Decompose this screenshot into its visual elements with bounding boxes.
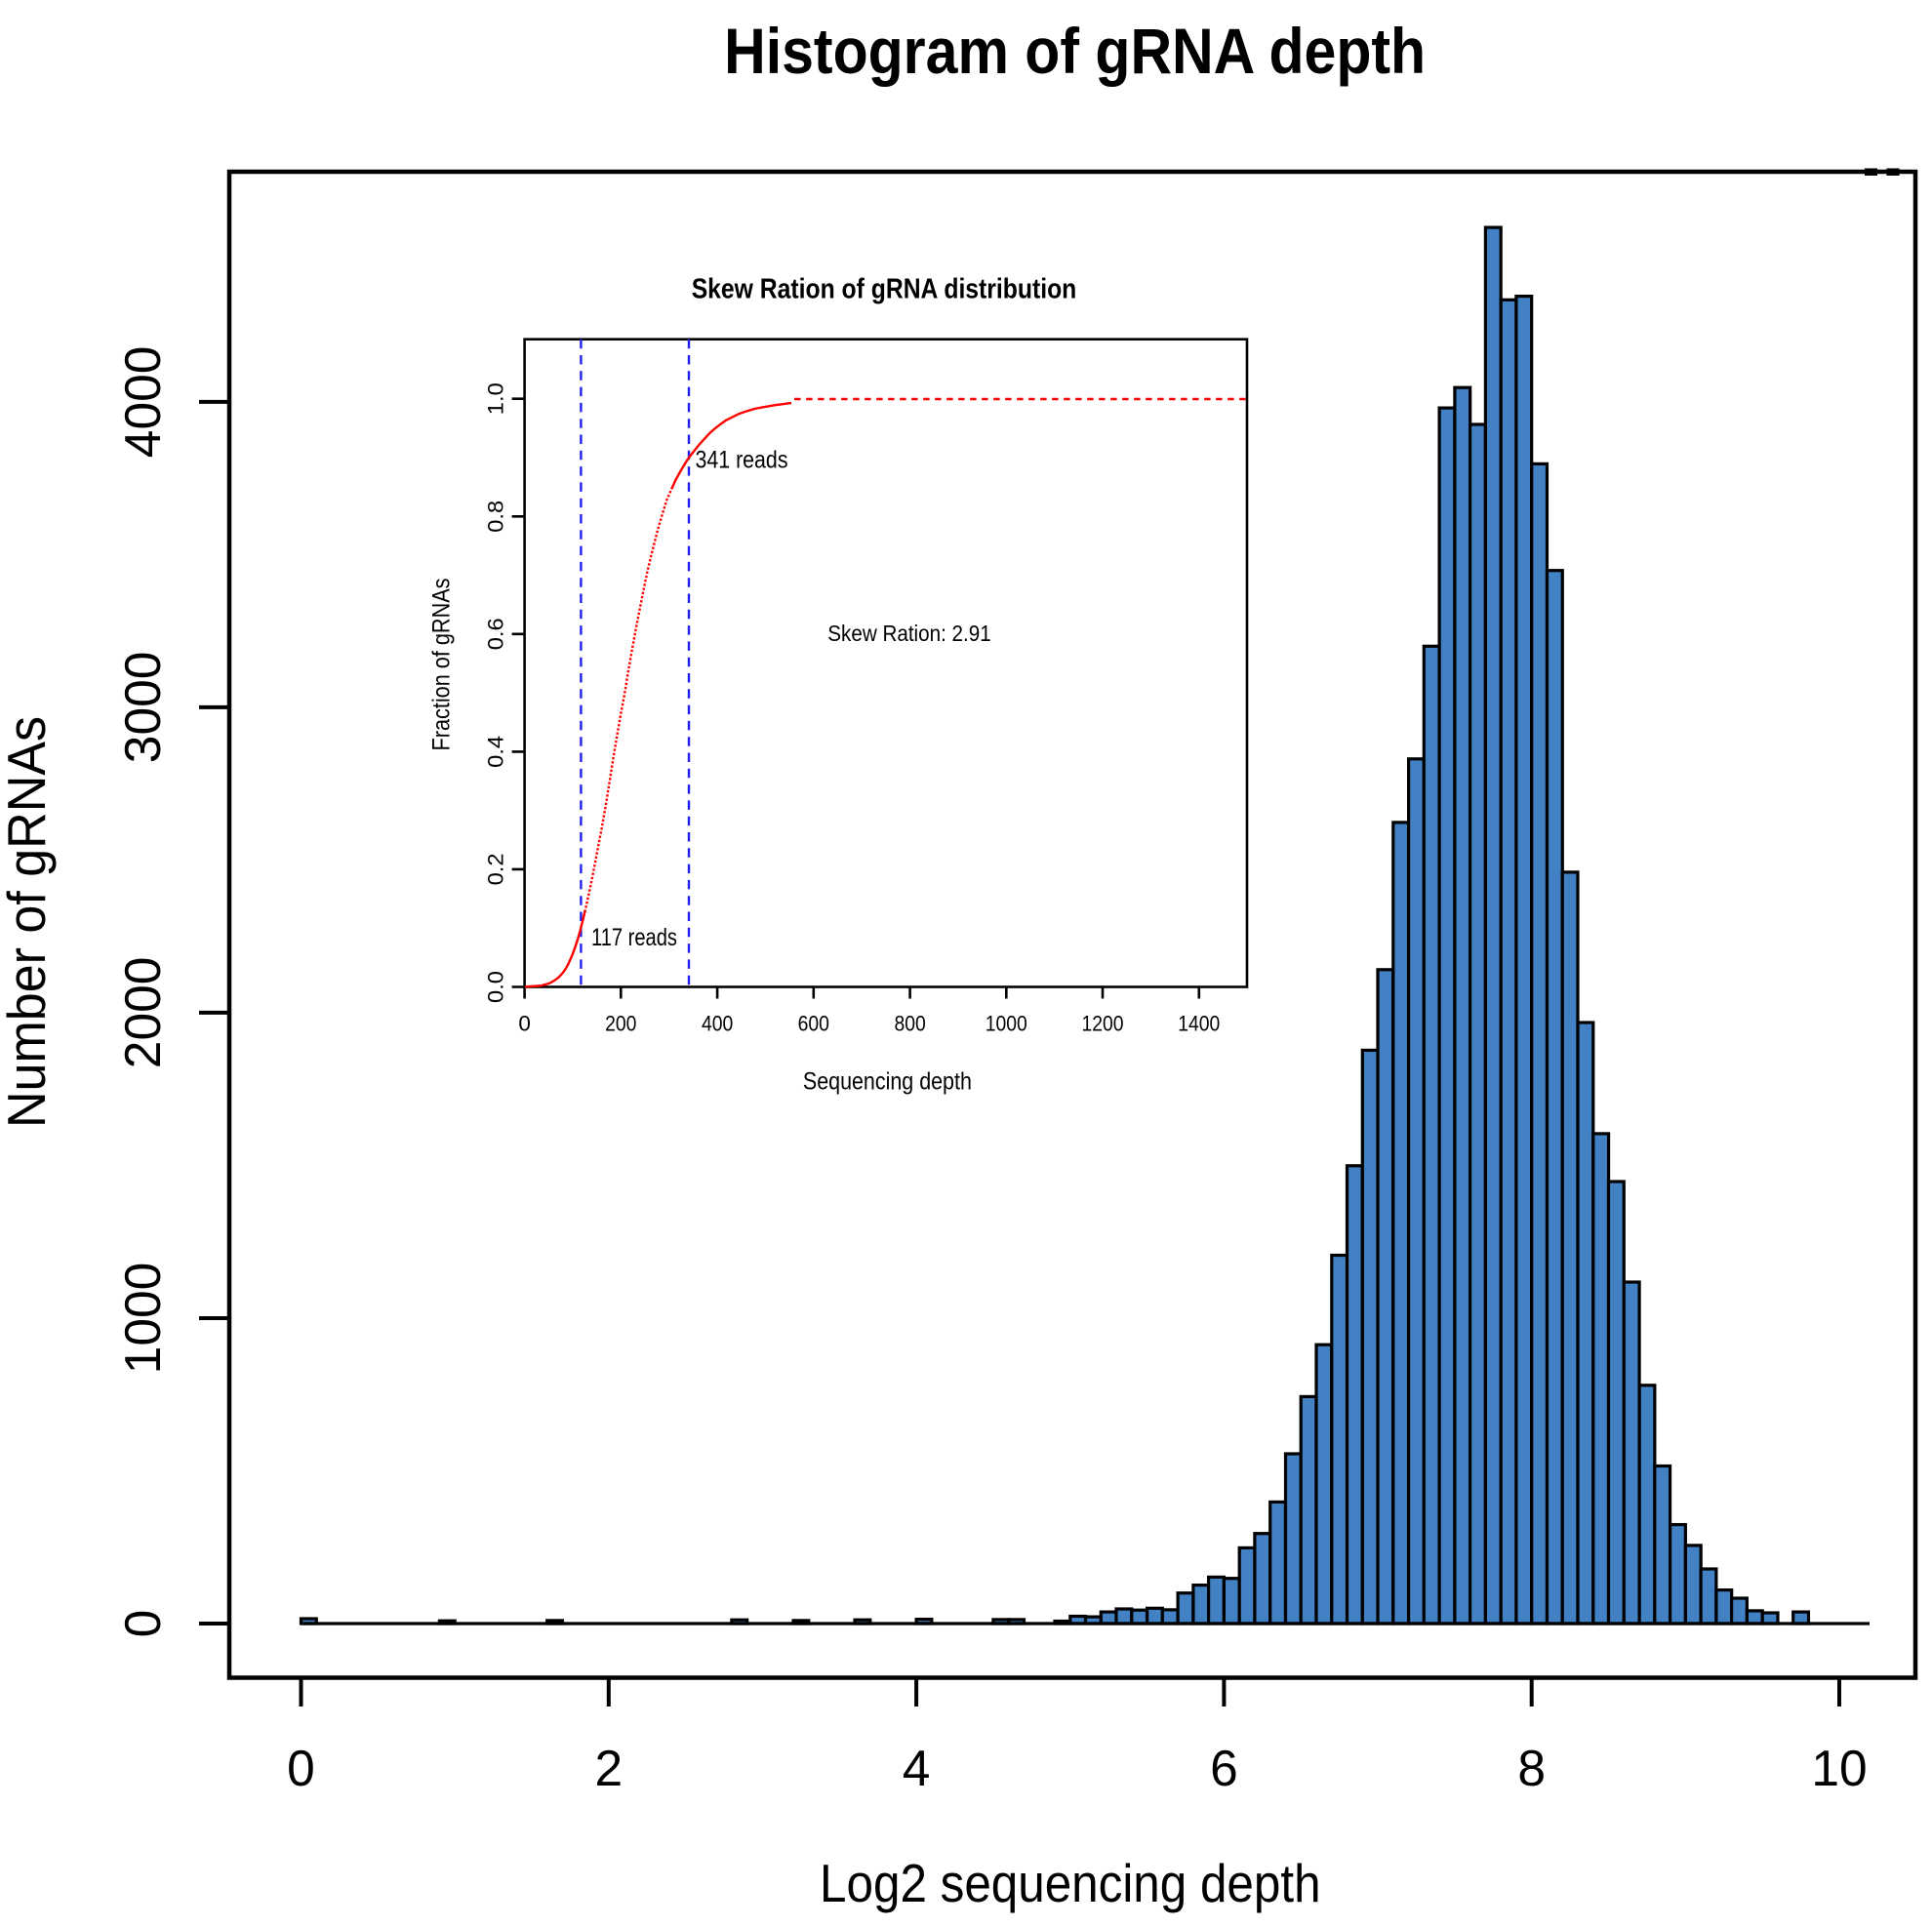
svg-text:0.2: 0.2: [484, 853, 508, 885]
svg-text:341 reads: 341 reads: [696, 446, 788, 473]
svg-text:0.4: 0.4: [484, 736, 508, 768]
svg-text:0.0: 0.0: [484, 971, 508, 1003]
svg-text:6: 6: [1210, 1740, 1238, 1796]
svg-text:0: 0: [114, 1610, 171, 1638]
svg-text:0: 0: [518, 1012, 531, 1036]
svg-text:2: 2: [594, 1740, 623, 1796]
svg-text:3000: 3000: [114, 652, 171, 764]
svg-text:Number of gRNAs: Number of gRNAs: [0, 716, 57, 1128]
svg-text:Sequencing depth: Sequencing depth: [803, 1069, 972, 1096]
svg-text:1200: 1200: [1082, 1012, 1124, 1036]
svg-text:1.0: 1.0: [484, 382, 508, 415]
svg-text:1400: 1400: [1178, 1012, 1220, 1036]
svg-text:Skew Ration: 2.91: Skew Ration: 2.91: [827, 621, 990, 646]
svg-text:0.8: 0.8: [484, 501, 508, 533]
svg-text:200: 200: [605, 1012, 636, 1036]
svg-text:Histogram of gRNA depth: Histogram of gRNA depth: [724, 15, 1426, 87]
svg-text:4: 4: [903, 1740, 931, 1796]
svg-text:117 reads: 117 reads: [591, 924, 677, 951]
svg-text:800: 800: [894, 1012, 925, 1036]
svg-text:1000: 1000: [114, 1263, 171, 1375]
svg-text:0.6: 0.6: [484, 618, 508, 650]
svg-text:Skew Ration of gRNA distributi: Skew Ration of gRNA distribution: [692, 273, 1077, 304]
svg-text:Log2 sequencing depth: Log2 sequencing depth: [820, 1853, 1321, 1913]
svg-text:2000: 2000: [114, 957, 171, 1069]
svg-text:400: 400: [702, 1012, 733, 1036]
svg-text:10: 10: [1811, 1740, 1867, 1796]
svg-text:600: 600: [798, 1012, 829, 1036]
svg-text:0: 0: [287, 1740, 315, 1796]
svg-text:8: 8: [1517, 1740, 1546, 1796]
svg-text:4000: 4000: [114, 346, 171, 459]
svg-text:1000: 1000: [986, 1012, 1027, 1036]
svg-text:Fraction of gRNAs: Fraction of gRNAs: [428, 579, 455, 751]
